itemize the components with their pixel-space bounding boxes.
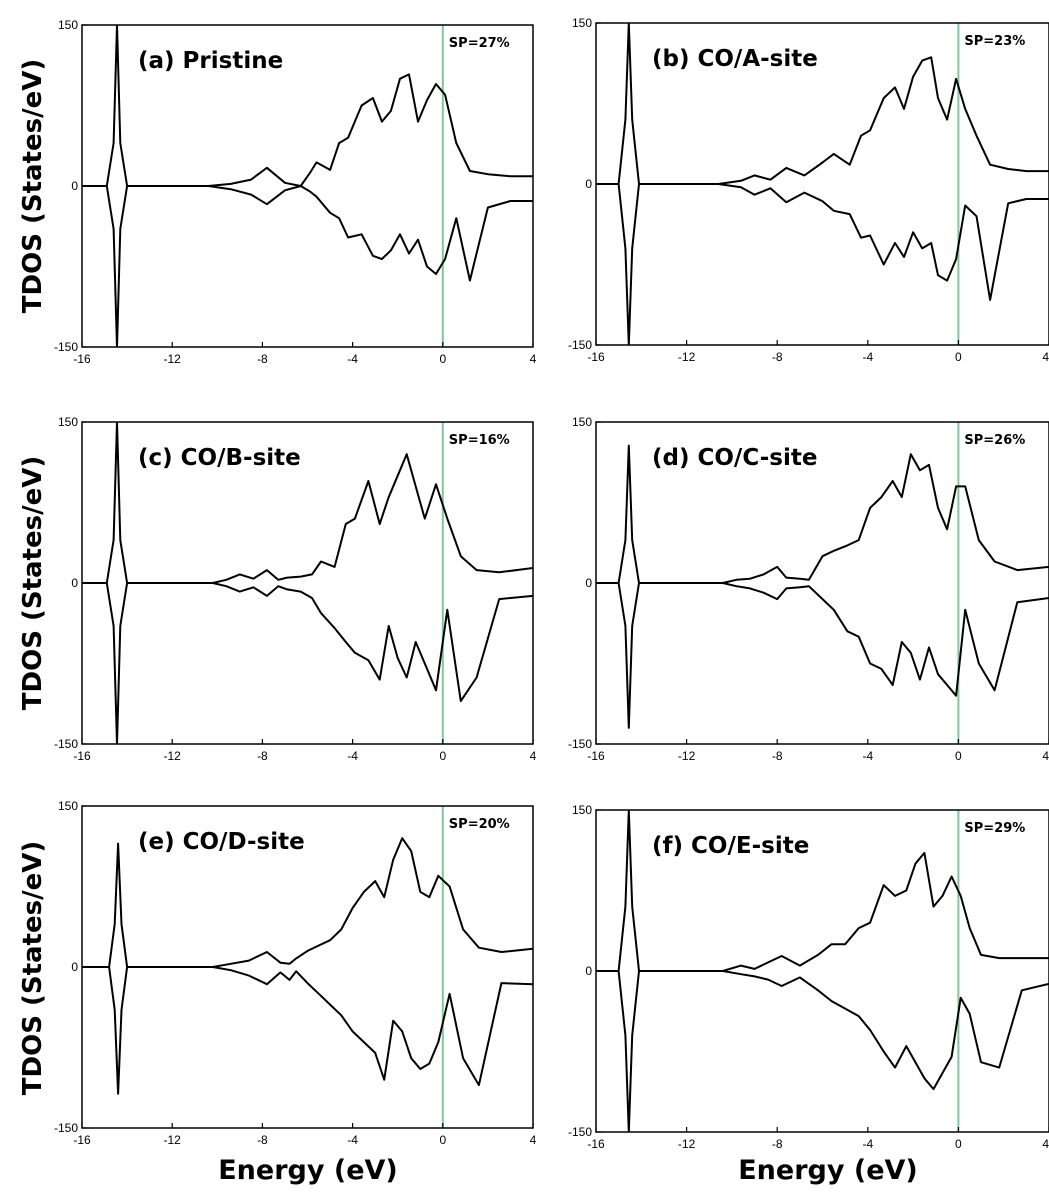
x-tick-label: 0 — [955, 350, 962, 364]
y-tick-label: -150 — [54, 340, 78, 354]
y-tick-label: -150 — [568, 338, 592, 352]
spin-up-curve — [82, 837, 533, 968]
x-tick-label: -12 — [678, 350, 696, 364]
y-tick-label: 150 — [58, 799, 78, 813]
panel-title: (b) CO/A-site — [652, 46, 818, 72]
x-tick-label: -4 — [347, 749, 358, 763]
spin-polarization-label: SP=27% — [449, 36, 510, 51]
x-tick-label: -4 — [862, 1137, 873, 1151]
x-tick-label: -16 — [587, 1137, 605, 1151]
tdos-panel-3: -16 -12 -8 -4 0 4 -150 0 150 (c) CO/B-site SP=16% — [54, 415, 537, 763]
y-tick-label: 150 — [58, 18, 78, 32]
y-tick-label: 0 — [71, 179, 78, 193]
x-tick-label: 0 — [439, 749, 446, 763]
x-axis-label-right: Energy (eV) — [738, 1155, 918, 1186]
x-axis-label-left: Energy (eV) — [218, 1155, 398, 1186]
x-tick-label: -12 — [164, 1133, 182, 1147]
x-tick-label: -12 — [678, 749, 696, 763]
x-tick-label: -8 — [772, 1137, 783, 1151]
x-tick-label: -12 — [678, 1137, 696, 1151]
x-tick-label: 0 — [955, 749, 962, 763]
x-tick-label: -12 — [164, 749, 182, 763]
x-tick-label: -12 — [164, 352, 182, 366]
x-tick-label: 0 — [439, 1133, 446, 1147]
x-tick-label: -16 — [73, 352, 91, 366]
panel-title: (f) CO/E-site — [652, 833, 809, 859]
tdos-panel-2: -16 -12 -8 -4 0 4 -150 0 150 (b) CO/A-site SP=23% — [568, 16, 1049, 364]
x-tick-label: -8 — [772, 350, 783, 364]
y-tick-label: -150 — [568, 737, 592, 751]
spin-down-curve — [82, 582, 533, 744]
spin-down-curve — [596, 970, 1049, 1132]
spin-polarization-label: SP=29% — [964, 821, 1025, 836]
y-tick-label: -150 — [54, 1121, 78, 1135]
x-tick-label: -16 — [73, 749, 91, 763]
panel-title: (d) CO/C-site — [652, 445, 817, 471]
x-tick-label: -8 — [257, 749, 268, 763]
x-tick-label: 0 — [955, 1137, 962, 1151]
x-tick-label: -8 — [257, 352, 268, 366]
y-tick-label: 150 — [572, 16, 592, 30]
tdos-panel-4: -16 -12 -8 -4 0 4 -150 0 150 (d) CO/C-site SP=26% — [568, 415, 1049, 763]
x-tick-label: 4 — [530, 749, 537, 763]
x-tick-label: -8 — [772, 749, 783, 763]
x-tick-label: -4 — [862, 749, 873, 763]
x-tick-label: -16 — [73, 1133, 91, 1147]
panel-title: (e) CO/D-site — [138, 829, 305, 855]
spin-polarization-label: SP=23% — [964, 34, 1025, 49]
x-tick-label: -4 — [347, 1133, 358, 1147]
spin-polarization-label: SP=26% — [964, 433, 1025, 448]
spin-down-curve — [82, 185, 533, 347]
y-tick-label: 150 — [58, 415, 78, 429]
spin-down-curve — [596, 582, 1049, 729]
y-tick-label: -150 — [54, 737, 78, 751]
tdos-panel-6: -16 -12 -8 -4 0 4 -150 0 150 (f) CO/E-site SP=29% — [568, 803, 1049, 1151]
x-tick-label: -8 — [257, 1133, 268, 1147]
y-tick-label: -150 — [568, 1125, 592, 1139]
spin-down-curve — [82, 966, 533, 1095]
y-tick-label: 0 — [585, 177, 592, 191]
x-tick-label: -16 — [587, 350, 605, 364]
y-axis-label-text: TDOS (States/eV) — [18, 455, 48, 711]
x-tick-label: 4 — [1042, 749, 1049, 763]
y-tick-label: 0 — [585, 576, 592, 590]
x-tick-label: -4 — [862, 350, 873, 364]
x-tick-label: 4 — [1042, 350, 1049, 364]
y-tick-label: 150 — [572, 803, 592, 817]
panel-title: (c) CO/B-site — [138, 445, 301, 471]
y-tick-label: 0 — [71, 576, 78, 590]
x-tick-label: 4 — [1042, 1137, 1049, 1151]
x-tick-label: 4 — [530, 352, 537, 366]
x-tick-label: -16 — [587, 749, 605, 763]
spin-polarization-label: SP=16% — [449, 433, 510, 448]
y-tick-label: 0 — [71, 960, 78, 974]
y-axis-label-text: TDOS (States/eV) — [18, 58, 48, 314]
tdos-panel-5: -16 -12 -8 -4 0 4 -150 0 150 (e) CO/D-site SP=20% — [54, 799, 537, 1147]
spin-polarization-label: SP=20% — [449, 817, 510, 832]
x-tick-label: -4 — [347, 352, 358, 366]
y-axis-label-text: TDOS (States/eV) — [18, 840, 48, 1096]
x-tick-label: 0 — [439, 352, 446, 366]
x-tick-label: 4 — [530, 1133, 537, 1147]
spin-down-curve — [596, 183, 1049, 345]
panel-title: (a) Pristine — [138, 48, 283, 74]
y-tick-label: 150 — [572, 415, 592, 429]
tdos-panel-1: -16 -12 -8 -4 0 4 -150 0 150 (a) Pristine SP=27% — [54, 18, 537, 366]
y-tick-label: 0 — [585, 964, 592, 978]
